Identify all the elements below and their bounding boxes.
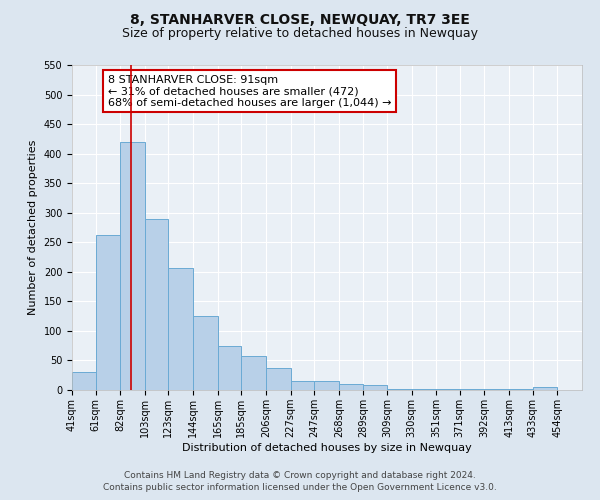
X-axis label: Distribution of detached houses by size in Newquay: Distribution of detached houses by size …: [182, 442, 472, 452]
Bar: [218, 346, 241, 390]
Bar: [266, 368, 290, 390]
Y-axis label: Number of detached properties: Number of detached properties: [28, 140, 38, 315]
Bar: [193, 316, 218, 390]
Bar: [95, 235, 120, 390]
Text: Size of property relative to detached houses in Newquay: Size of property relative to detached ho…: [122, 28, 478, 40]
Text: Contains HM Land Registry data © Crown copyright and database right 2024.
Contai: Contains HM Land Registry data © Crown c…: [103, 471, 497, 492]
Bar: [339, 384, 364, 390]
Bar: [241, 356, 266, 390]
Text: 8 STANHARVER CLOSE: 91sqm
← 31% of detached houses are smaller (472)
68% of semi: 8 STANHARVER CLOSE: 91sqm ← 31% of detac…: [108, 74, 391, 108]
Bar: [120, 142, 145, 390]
Bar: [314, 381, 339, 390]
Bar: [436, 389, 460, 390]
Bar: [387, 389, 412, 390]
Bar: [533, 387, 557, 390]
Bar: [145, 218, 169, 390]
Bar: [169, 268, 193, 390]
Bar: [364, 386, 387, 390]
Bar: [290, 381, 314, 390]
Bar: [72, 372, 95, 390]
Text: 8, STANHARVER CLOSE, NEWQUAY, TR7 3EE: 8, STANHARVER CLOSE, NEWQUAY, TR7 3EE: [130, 12, 470, 26]
Bar: [412, 389, 436, 390]
